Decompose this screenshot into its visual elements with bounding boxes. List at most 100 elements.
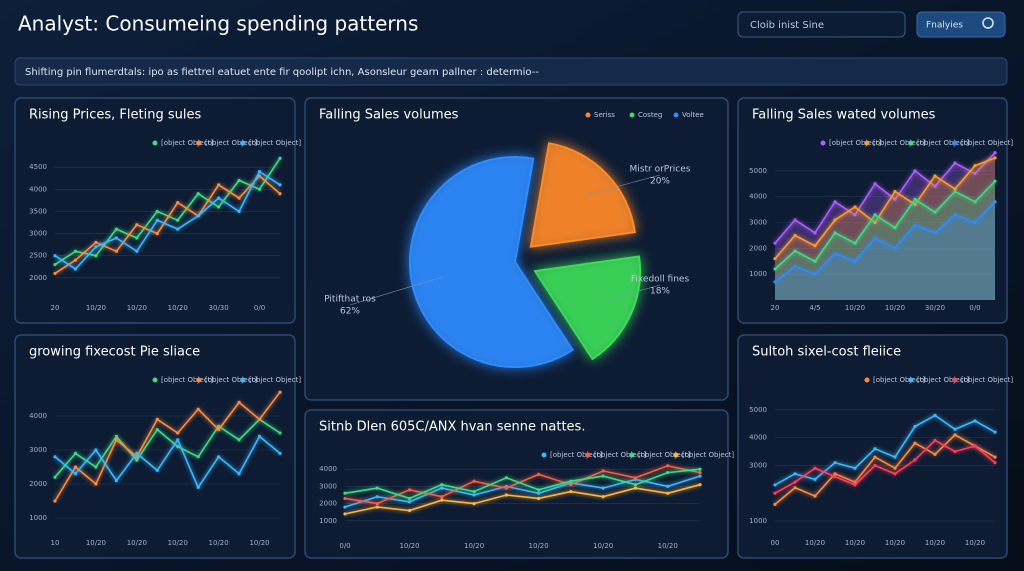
point bbox=[933, 438, 937, 443]
x-tick-label: 00 bbox=[771, 539, 780, 547]
y-tick-label: 4000 bbox=[319, 465, 337, 473]
point bbox=[633, 476, 638, 480]
point bbox=[135, 249, 139, 253]
point bbox=[155, 218, 159, 222]
point bbox=[343, 512, 347, 516]
y-tick-label: 1000 bbox=[319, 517, 337, 525]
analyze-button[interactable] bbox=[916, 11, 1006, 38]
area bbox=[775, 152, 995, 300]
line bbox=[774, 439, 996, 494]
line bbox=[344, 475, 701, 508]
y-tick-label: 4000 bbox=[749, 434, 767, 442]
point bbox=[853, 466, 857, 470]
point bbox=[993, 151, 997, 155]
point bbox=[601, 474, 605, 478]
legend-label: [object Object] bbox=[161, 376, 213, 384]
point bbox=[73, 249, 78, 253]
point bbox=[666, 471, 670, 475]
point bbox=[933, 174, 937, 178]
area bbox=[775, 201, 995, 300]
point bbox=[633, 486, 638, 490]
search-box[interactable] bbox=[737, 11, 906, 38]
point bbox=[698, 474, 702, 478]
point bbox=[913, 441, 917, 445]
legend-swatch bbox=[152, 140, 158, 146]
point bbox=[913, 424, 917, 429]
panel-title: Sitnb Dlen 605C/ANX hvan senne nattes. bbox=[319, 420, 585, 435]
point bbox=[698, 467, 702, 471]
point bbox=[504, 476, 508, 480]
point bbox=[813, 272, 817, 276]
x-tick-label: 10/20 bbox=[529, 542, 549, 550]
point bbox=[257, 417, 262, 421]
x-tick-label: 10/20 bbox=[925, 539, 945, 547]
point bbox=[94, 254, 98, 258]
legend-label: [object Object] bbox=[249, 139, 301, 147]
x-tick-label: 10/20 bbox=[845, 539, 865, 547]
y-tick-label: 3000 bbox=[749, 219, 767, 227]
point bbox=[217, 455, 221, 459]
point bbox=[257, 434, 262, 438]
point bbox=[793, 249, 797, 253]
panel bbox=[14, 334, 296, 559]
x-tick-label: 10/20 bbox=[209, 539, 229, 547]
point bbox=[53, 475, 57, 479]
x-tick-label: 4/5 bbox=[809, 304, 820, 312]
point bbox=[993, 430, 997, 434]
point bbox=[913, 197, 917, 201]
line bbox=[54, 418, 281, 478]
y-tick-label: 2500 bbox=[29, 252, 47, 260]
point bbox=[237, 472, 241, 476]
point bbox=[176, 227, 180, 231]
point bbox=[666, 491, 670, 495]
point bbox=[440, 483, 444, 487]
legend-label: Voltee bbox=[682, 111, 704, 119]
point bbox=[440, 495, 444, 499]
point bbox=[833, 218, 837, 222]
point bbox=[217, 428, 221, 432]
point bbox=[853, 483, 857, 487]
point bbox=[873, 463, 877, 468]
point bbox=[237, 178, 241, 183]
point bbox=[813, 477, 817, 481]
y-tick-label: 3500 bbox=[29, 207, 47, 215]
line bbox=[54, 170, 281, 271]
point bbox=[666, 464, 670, 468]
point bbox=[773, 491, 777, 495]
point bbox=[278, 390, 282, 394]
point bbox=[893, 226, 897, 230]
point bbox=[893, 197, 897, 201]
point bbox=[833, 461, 837, 465]
point bbox=[953, 427, 957, 431]
point bbox=[440, 486, 444, 490]
point bbox=[343, 496, 347, 501]
point bbox=[196, 214, 200, 218]
line bbox=[344, 468, 701, 500]
point bbox=[257, 187, 262, 191]
legend-label: [object Object] bbox=[873, 139, 925, 147]
panel-title: Sultoh sixel-cost fleiice bbox=[752, 345, 901, 360]
x-tick-label: 0/0 bbox=[969, 304, 980, 312]
x-tick-label: 10/20 bbox=[658, 542, 678, 550]
x-tick-label: 10/20 bbox=[86, 304, 106, 312]
point bbox=[176, 445, 180, 449]
slice-value: 20% bbox=[650, 177, 670, 187]
point bbox=[504, 493, 508, 497]
point bbox=[176, 438, 180, 442]
point bbox=[913, 223, 917, 227]
point bbox=[114, 434, 118, 438]
point bbox=[953, 449, 957, 454]
point bbox=[973, 220, 977, 225]
point bbox=[853, 205, 857, 209]
point bbox=[73, 465, 78, 469]
legend-label: [object Object] bbox=[682, 451, 734, 459]
y-tick-label: 2000 bbox=[29, 274, 47, 282]
point bbox=[472, 489, 476, 494]
leader-line bbox=[349, 276, 444, 306]
line bbox=[344, 464, 701, 505]
point bbox=[537, 472, 541, 476]
point bbox=[953, 213, 957, 217]
y-tick-label: 3000 bbox=[29, 230, 47, 238]
point bbox=[893, 189, 897, 194]
legend-swatch bbox=[629, 112, 635, 118]
